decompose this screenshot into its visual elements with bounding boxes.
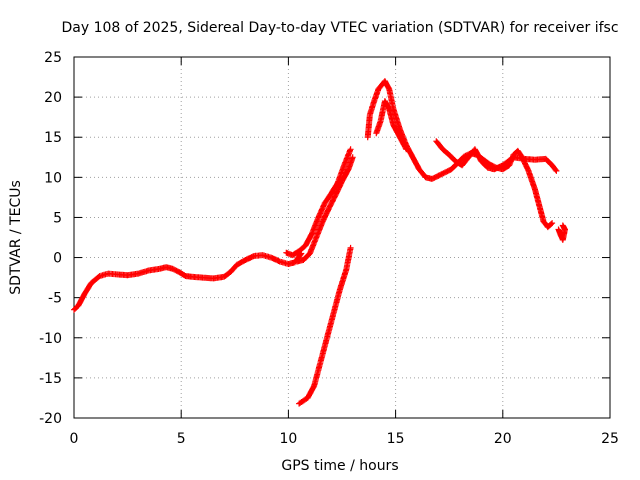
x-tick-labels: 0 5 10 15 20 25 (70, 431, 619, 447)
y-tick-label: 25 (44, 50, 62, 66)
x-tick-label: 25 (601, 431, 619, 447)
data-markers (373, 98, 410, 153)
y-axis-label: SDTVAR / TECUs (8, 180, 24, 295)
x-tick-label: 10 (279, 431, 297, 447)
chart-title: Day 108 of 2025, Sidereal Day-to-day VTE… (61, 20, 618, 36)
series-segment (283, 146, 354, 259)
series-segment (296, 244, 354, 407)
x-tick-label: 15 (387, 431, 405, 447)
data-markers (294, 154, 356, 265)
series-sdtvar (71, 78, 568, 407)
series-segment (555, 222, 568, 243)
series-segment (364, 78, 442, 182)
y-tick-label: -5 (48, 291, 62, 307)
x-tick-label: 0 (70, 431, 79, 447)
y-tick-labels: -20 -15 -10 -5 0 5 10 15 20 25 (39, 50, 62, 427)
data-markers (364, 78, 442, 182)
data-markers (433, 138, 560, 174)
y-tick-label: -20 (39, 411, 62, 427)
y-tick-label: 20 (44, 90, 62, 106)
y-tick-label: 5 (53, 210, 62, 226)
data-markers (71, 250, 305, 313)
series-segment (373, 98, 410, 153)
y-tick-label: -10 (39, 331, 62, 347)
y-tick-label: 10 (44, 170, 62, 186)
data-markers (283, 146, 354, 259)
x-tick-label: 20 (494, 431, 512, 447)
y-tick-label: 15 (44, 130, 62, 146)
data-markers (296, 244, 354, 407)
plot-frame (73, 56, 611, 419)
series-segment (71, 250, 305, 313)
axis-ticks (73, 56, 611, 419)
grid-lines (74, 57, 610, 418)
data-markers (555, 222, 568, 243)
y-tick-label: -15 (39, 371, 62, 387)
y-tick-label: 0 (53, 251, 62, 267)
x-tick-label: 5 (177, 431, 186, 447)
series-segment (294, 154, 356, 265)
series-segment (433, 138, 560, 174)
x-axis-label: GPS time / hours (281, 458, 398, 474)
